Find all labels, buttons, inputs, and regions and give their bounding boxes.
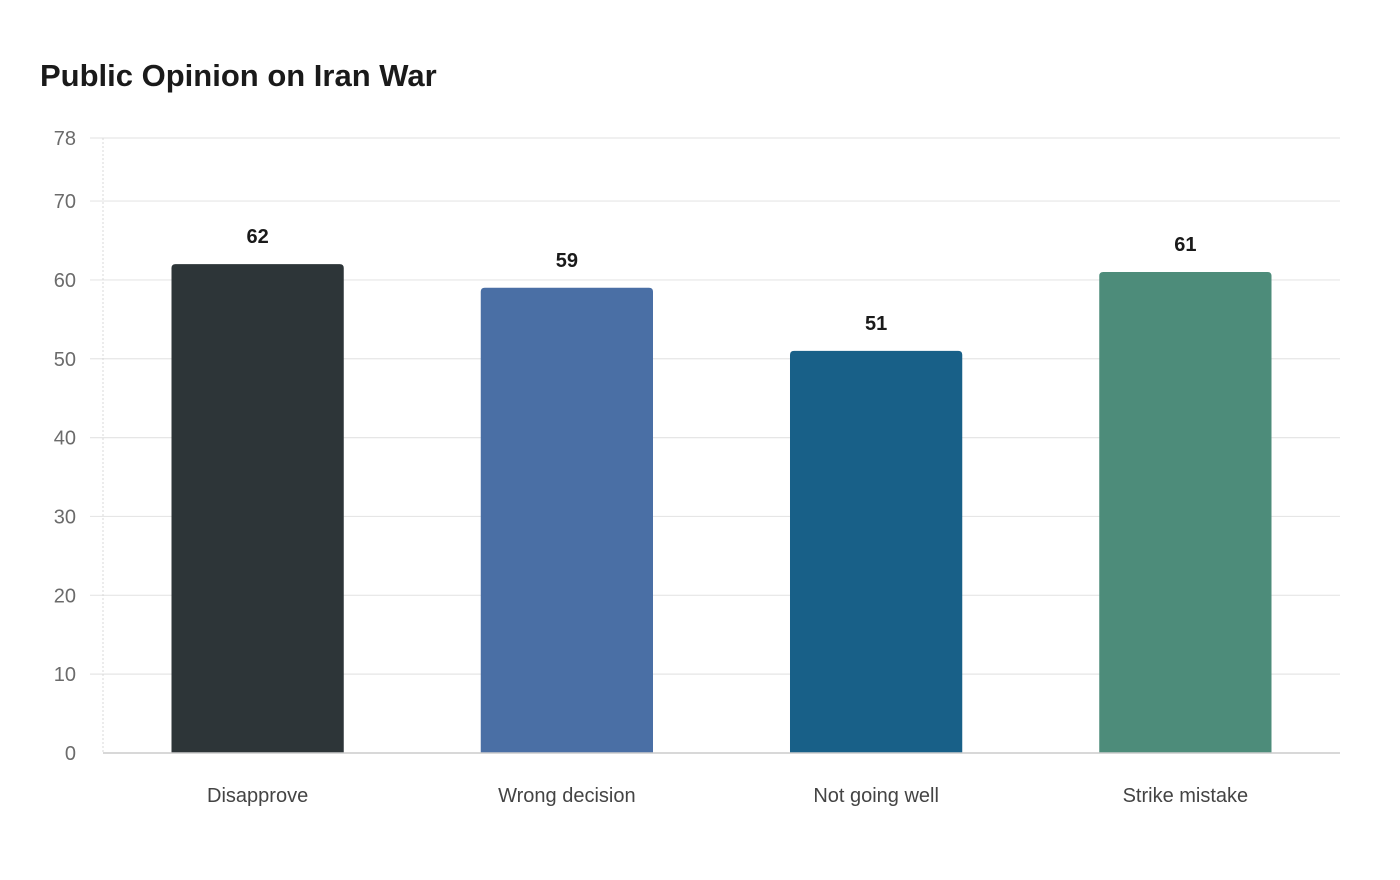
bar-disapprove: [171, 264, 344, 753]
bar-wrong-decision: [480, 287, 654, 753]
y-tick-label: 78: [54, 128, 76, 150]
x-tick-label: Not going well: [813, 785, 939, 807]
data-label: 51: [865, 313, 887, 335]
y-tick-label: 20: [54, 585, 76, 607]
y-tick-label: 10: [54, 664, 76, 686]
y-tick-label: 70: [54, 191, 76, 213]
chart-title: Public Opinion on Iran War: [40, 58, 437, 93]
y-tick-label: 30: [54, 506, 76, 528]
x-tick-label: Wrong decision: [498, 785, 635, 807]
x-tick-label: Disapprove: [207, 785, 308, 807]
y-tick-label: 40: [54, 428, 76, 450]
x-tick-label: Strike mistake: [1123, 785, 1249, 807]
y-tick-label: 0: [65, 743, 76, 765]
bar-strike-mistake: [1099, 272, 1272, 753]
y-tick-label: 50: [54, 349, 76, 371]
data-label: 59: [556, 250, 578, 272]
data-label: 62: [247, 226, 269, 248]
bar-not-going-well: [789, 350, 963, 753]
data-label: 61: [1174, 234, 1196, 256]
y-tick-label: 60: [54, 270, 76, 292]
